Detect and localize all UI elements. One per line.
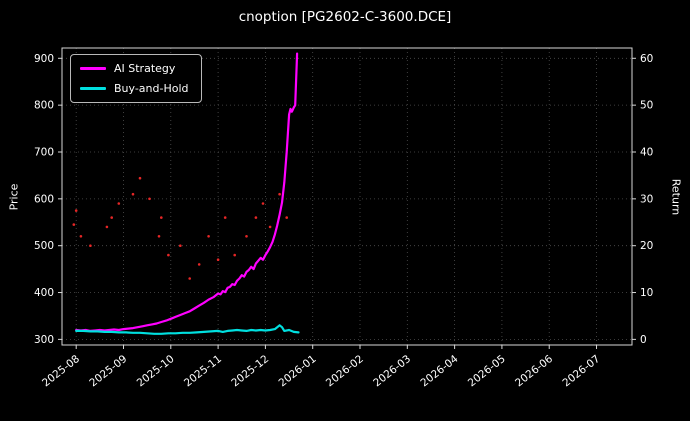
- svg-text:2025-11: 2025-11: [182, 353, 224, 389]
- legend-item-ai-strategy: AI Strategy: [80, 62, 189, 75]
- svg-text:0: 0: [640, 334, 647, 346]
- svg-text:2025-09: 2025-09: [87, 353, 129, 389]
- legend-swatch-buy-and-hold: [80, 87, 106, 90]
- svg-text:2026-04: 2026-04: [418, 353, 460, 390]
- svg-text:500: 500: [34, 240, 54, 252]
- svg-text:900: 900: [34, 53, 54, 65]
- svg-text:50: 50: [640, 100, 653, 112]
- svg-text:2026-03: 2026-03: [371, 353, 413, 389]
- svg-text:2025-12: 2025-12: [229, 353, 271, 389]
- svg-text:700: 700: [34, 146, 54, 158]
- legend-swatch-ai-strategy: [80, 67, 106, 70]
- svg-text:40: 40: [640, 146, 653, 158]
- svg-text:2025-08: 2025-08: [40, 353, 82, 389]
- chart-title: cnoption [PG2602-C-3600.DCE]: [238, 9, 452, 25]
- svg-text:2026-07: 2026-07: [560, 353, 602, 389]
- legend-label-buy-and-hold: Buy-and-Hold: [114, 82, 189, 95]
- legend-label-ai-strategy: AI Strategy: [114, 62, 176, 75]
- svg-text:2026-01: 2026-01: [277, 353, 319, 389]
- svg-text:20: 20: [640, 240, 653, 252]
- svg-text:2026-02: 2026-02: [324, 353, 366, 389]
- svg-text:400: 400: [34, 287, 54, 299]
- svg-text:60: 60: [640, 53, 653, 65]
- svg-text:10: 10: [640, 287, 653, 299]
- legend-item-buy-and-hold: Buy-and-Hold: [80, 82, 189, 95]
- svg-text:800: 800: [34, 100, 54, 112]
- svg-text:2026-06: 2026-06: [513, 353, 555, 390]
- svg-text:600: 600: [34, 193, 54, 205]
- svg-text:2026-05: 2026-05: [466, 353, 508, 389]
- chart-legend: AI Strategy Buy-and-Hold: [70, 54, 202, 103]
- svg-text:2025-10: 2025-10: [135, 353, 177, 389]
- svg-text:30: 30: [640, 193, 653, 205]
- svg-text:300: 300: [34, 334, 54, 346]
